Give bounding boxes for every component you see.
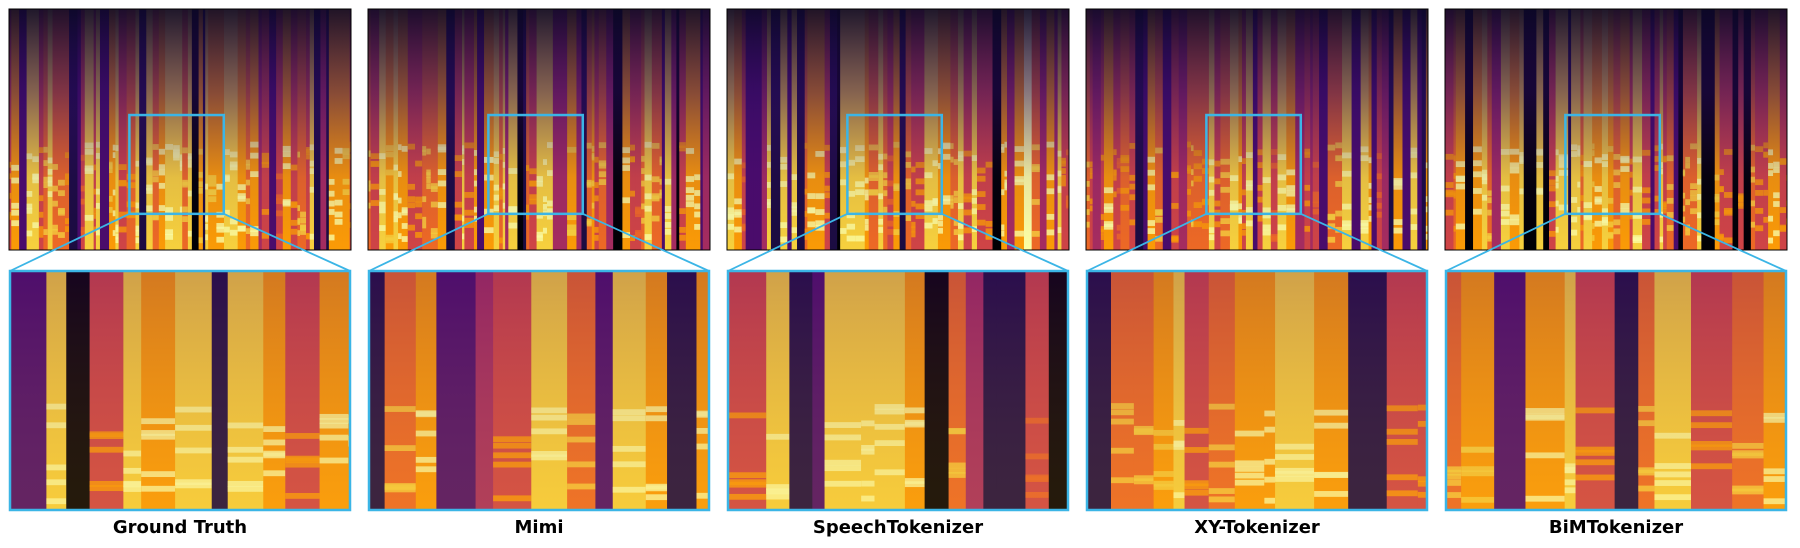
zoom-connector [582,213,710,272]
spectrogram [1086,9,1428,250]
panel: Ground Truth [8,8,352,538]
shade [368,9,710,250]
spectrogram [9,9,351,250]
spectrogram [727,9,1069,250]
shade [1086,9,1428,250]
zoom-box [1205,113,1303,216]
shade [1445,9,1787,250]
panel-label: SpeechTokenizer [813,517,983,538]
zoom-box [1564,113,1662,216]
shade [1445,270,1787,511]
zoom-frame [8,269,352,512]
spectrogram [1445,9,1787,250]
panel-label: Mimi [514,517,563,538]
shade [727,9,1069,250]
zoom-connector [941,213,1069,272]
shade [9,9,351,250]
zoom-frame [726,269,1070,512]
spectrogram-frame [367,8,711,251]
panel: XY-Tokenizer [1085,8,1429,538]
zoom-box [846,113,944,216]
spectrogram [1445,270,1787,511]
shade [9,270,351,511]
shade [727,270,1069,511]
zoom-connector [223,213,351,272]
zoom-connector [1659,213,1787,272]
spectrogram [9,270,351,511]
zoom-connector [9,213,130,272]
zoom-connector [1445,213,1566,272]
panel: SpeechTokenizer [726,8,1070,538]
zoom-box [128,113,226,216]
spectrogram [1086,270,1428,511]
spectrogram [727,270,1069,511]
zoom-frame [1085,269,1429,512]
spectrogram [368,270,710,511]
zoom-connector [1086,213,1207,272]
zoom-connector [368,213,489,272]
spectrogram-frame [726,8,1070,251]
zoom-connector [727,213,848,272]
panel-label: XY-Tokenizer [1194,517,1320,538]
shade [368,270,710,511]
zoom-box [487,113,585,216]
zoom-connector [1300,213,1428,272]
spectrogram-frame [1085,8,1429,251]
shade [1086,270,1428,511]
spectrogram [368,9,710,250]
spectrogram-frame [8,8,352,251]
panel: BiMTokenizer [1444,8,1788,538]
panel: Mimi [367,8,711,538]
spectrogram-frame [1444,8,1788,251]
panel-label: Ground Truth [113,517,247,538]
panel-label: BiMTokenizer [1549,517,1683,538]
zoom-frame [1444,269,1788,512]
zoom-frame [367,269,711,512]
